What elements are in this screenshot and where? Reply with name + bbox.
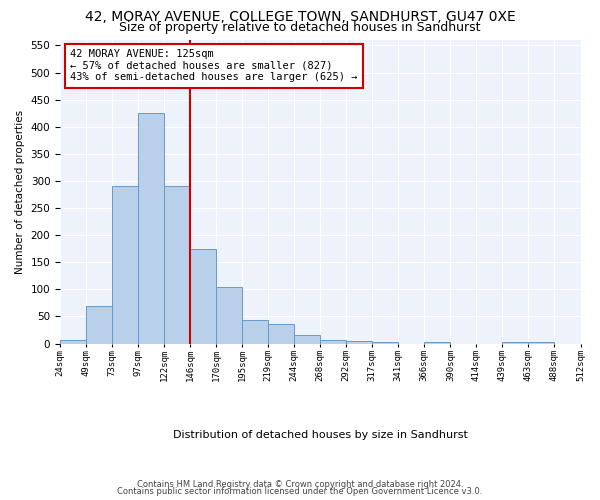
- Bar: [294, 336, 320, 344]
- Bar: [86, 306, 112, 344]
- Text: Contains HM Land Registry data © Crown copyright and database right 2024.: Contains HM Land Registry data © Crown c…: [137, 480, 463, 489]
- Bar: [216, 286, 242, 344]
- Text: 42, MORAY AVENUE, COLLEGE TOWN, SANDHURST, GU47 0XE: 42, MORAY AVENUE, COLLEGE TOWN, SANDHURS…: [85, 10, 515, 24]
- Text: Contains public sector information licensed under the Open Government Licence v3: Contains public sector information licen…: [118, 487, 482, 496]
- Bar: [346, 341, 373, 344]
- X-axis label: Distribution of detached houses by size in Sandhurst: Distribution of detached houses by size …: [173, 430, 468, 440]
- Bar: [112, 186, 138, 344]
- Bar: [138, 113, 164, 344]
- Bar: [190, 248, 216, 344]
- Bar: [424, 342, 451, 344]
- Bar: [164, 186, 190, 344]
- Bar: [373, 342, 398, 344]
- Text: Size of property relative to detached houses in Sandhurst: Size of property relative to detached ho…: [119, 21, 481, 34]
- Bar: [320, 340, 346, 344]
- Bar: [242, 320, 268, 344]
- Bar: [268, 324, 294, 344]
- Bar: [529, 342, 554, 344]
- Y-axis label: Number of detached properties: Number of detached properties: [15, 110, 25, 274]
- Bar: [502, 342, 529, 344]
- Bar: [60, 340, 86, 344]
- Text: 42 MORAY AVENUE: 125sqm
← 57% of detached houses are smaller (827)
43% of semi-d: 42 MORAY AVENUE: 125sqm ← 57% of detache…: [70, 49, 358, 82]
